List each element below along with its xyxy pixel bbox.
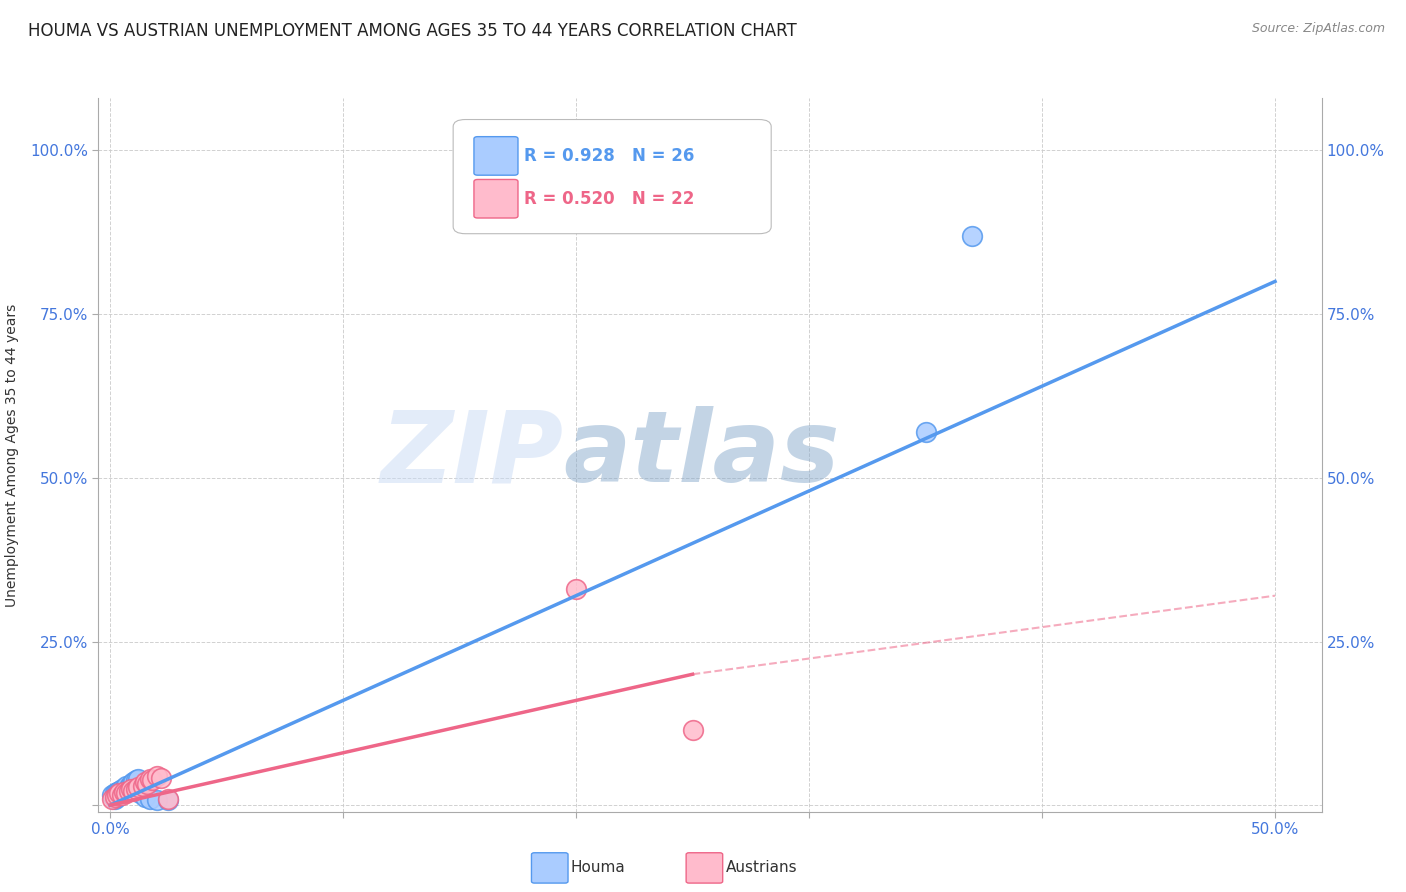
Point: [122, 784, 145, 798]
Point: [120, 777, 142, 791]
Text: ZIP: ZIP: [380, 407, 564, 503]
Text: atlas: atlas: [564, 407, 839, 503]
Point: [125, 781, 148, 796]
Point: [157, 793, 180, 807]
FancyBboxPatch shape: [453, 120, 772, 234]
Point: [127, 780, 149, 794]
Text: Houma: Houma: [571, 861, 626, 875]
Point: [138, 772, 160, 786]
Point: [111, 781, 134, 796]
Point: [115, 779, 138, 793]
Point: [145, 793, 167, 807]
Point: [105, 790, 128, 805]
Point: [129, 786, 152, 800]
Point: [115, 781, 138, 796]
Point: [134, 775, 156, 789]
Point: [105, 789, 128, 803]
Point: [134, 790, 156, 805]
Point: [101, 791, 124, 805]
Text: R = 0.928   N = 26: R = 0.928 N = 26: [524, 147, 695, 165]
Point: [111, 789, 134, 803]
Point: [120, 781, 142, 796]
Point: [565, 582, 588, 596]
Point: [101, 789, 124, 803]
Text: Austrians: Austrians: [725, 861, 797, 875]
Point: [104, 790, 127, 805]
Point: [112, 781, 135, 796]
Point: [115, 786, 138, 800]
Point: [108, 786, 131, 800]
Text: HOUMA VS AUSTRIAN UNEMPLOYMENT AMONG AGES 35 TO 44 YEARS CORRELATION CHART: HOUMA VS AUSTRIAN UNEMPLOYMENT AMONG AGE…: [28, 22, 797, 40]
Point: [104, 786, 127, 800]
Point: [108, 784, 131, 798]
Text: R = 0.520   N = 22: R = 0.520 N = 22: [524, 190, 695, 208]
Text: Source: ZipAtlas.com: Source: ZipAtlas.com: [1251, 22, 1385, 36]
Point: [138, 791, 160, 805]
Point: [125, 773, 148, 788]
Point: [108, 786, 131, 800]
Point: [914, 425, 936, 439]
Point: [111, 785, 134, 799]
Point: [127, 772, 149, 786]
Point: [105, 789, 128, 803]
Point: [112, 784, 135, 798]
Point: [682, 723, 704, 737]
Point: [104, 791, 127, 805]
Point: [960, 228, 983, 243]
Point: [118, 784, 141, 798]
Point: [150, 771, 173, 785]
Point: [136, 777, 159, 791]
FancyBboxPatch shape: [474, 136, 517, 175]
Point: [118, 780, 141, 794]
Point: [141, 773, 163, 788]
FancyBboxPatch shape: [474, 179, 517, 218]
Point: [145, 769, 167, 783]
Y-axis label: Unemployment Among Ages 35 to 44 years: Unemployment Among Ages 35 to 44 years: [4, 303, 18, 607]
Point: [131, 779, 153, 793]
Point: [112, 785, 135, 799]
Point: [157, 791, 180, 805]
Point: [122, 775, 145, 789]
Point: [105, 785, 128, 799]
